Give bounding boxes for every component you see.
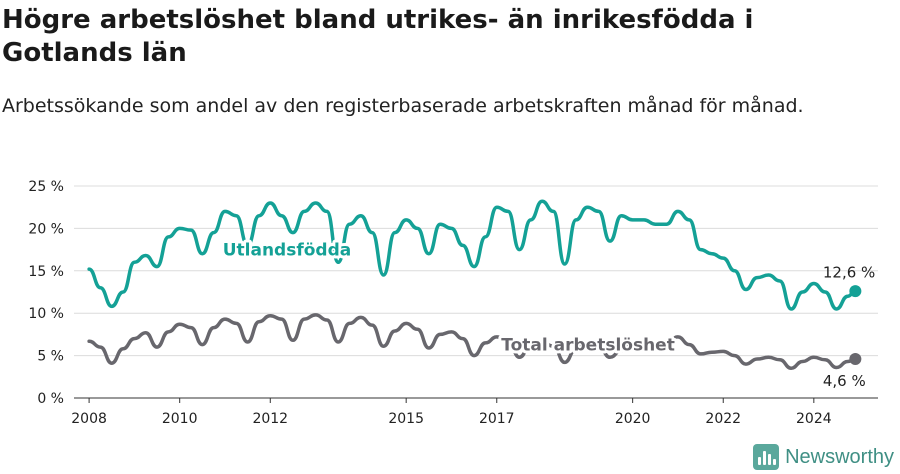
x-tick-label: 2017 — [479, 411, 515, 427]
y-tick-label: 20 % — [28, 221, 64, 237]
series-end-point — [849, 352, 862, 365]
series-end-point — [849, 285, 862, 298]
y-tick-label: 25 % — [28, 179, 64, 195]
series-label-utlandsfodda: Utlandsfödda — [223, 241, 352, 261]
x-tick-label: 2022 — [705, 411, 741, 427]
y-tick-label: 5 % — [37, 349, 64, 365]
bar-chart-icon — [753, 444, 780, 470]
series-label-total: Total arbetslöshet — [501, 336, 675, 356]
newsworthy-logo: Newsworthy — [753, 444, 894, 470]
x-tick-label: 2015 — [388, 411, 424, 427]
y-tick-label: 10 % — [28, 306, 64, 322]
line-chart: 0 % 5 % 10 % 15 % 20 % 25 % 2008 2010 2012 2015 20… — [28, 179, 878, 427]
x-tick-label: 2012 — [252, 411, 288, 427]
x-tick-label: 2008 — [71, 411, 107, 427]
end-value-utlandsfodda: 12,6 % — [823, 264, 875, 282]
series-line-total — [87, 313, 858, 371]
chart-subtitle: Arbetssökande som andel av den registerb… — [2, 95, 804, 117]
y-tick-label: 0 % — [37, 391, 64, 407]
y-tick-label: 15 % — [28, 264, 64, 280]
x-tick-label: 2020 — [615, 411, 651, 427]
end-value-total: 4,6 % — [823, 372, 866, 390]
x-tick-label: 2010 — [162, 411, 198, 427]
x-tick-label: 2024 — [796, 411, 832, 427]
brand-name: Newsworthy — [785, 445, 894, 468]
series-line-utlandsfodda — [87, 199, 858, 311]
chart-title: Högre arbetslöshet bland utrikes- än inr… — [2, 5, 754, 68]
